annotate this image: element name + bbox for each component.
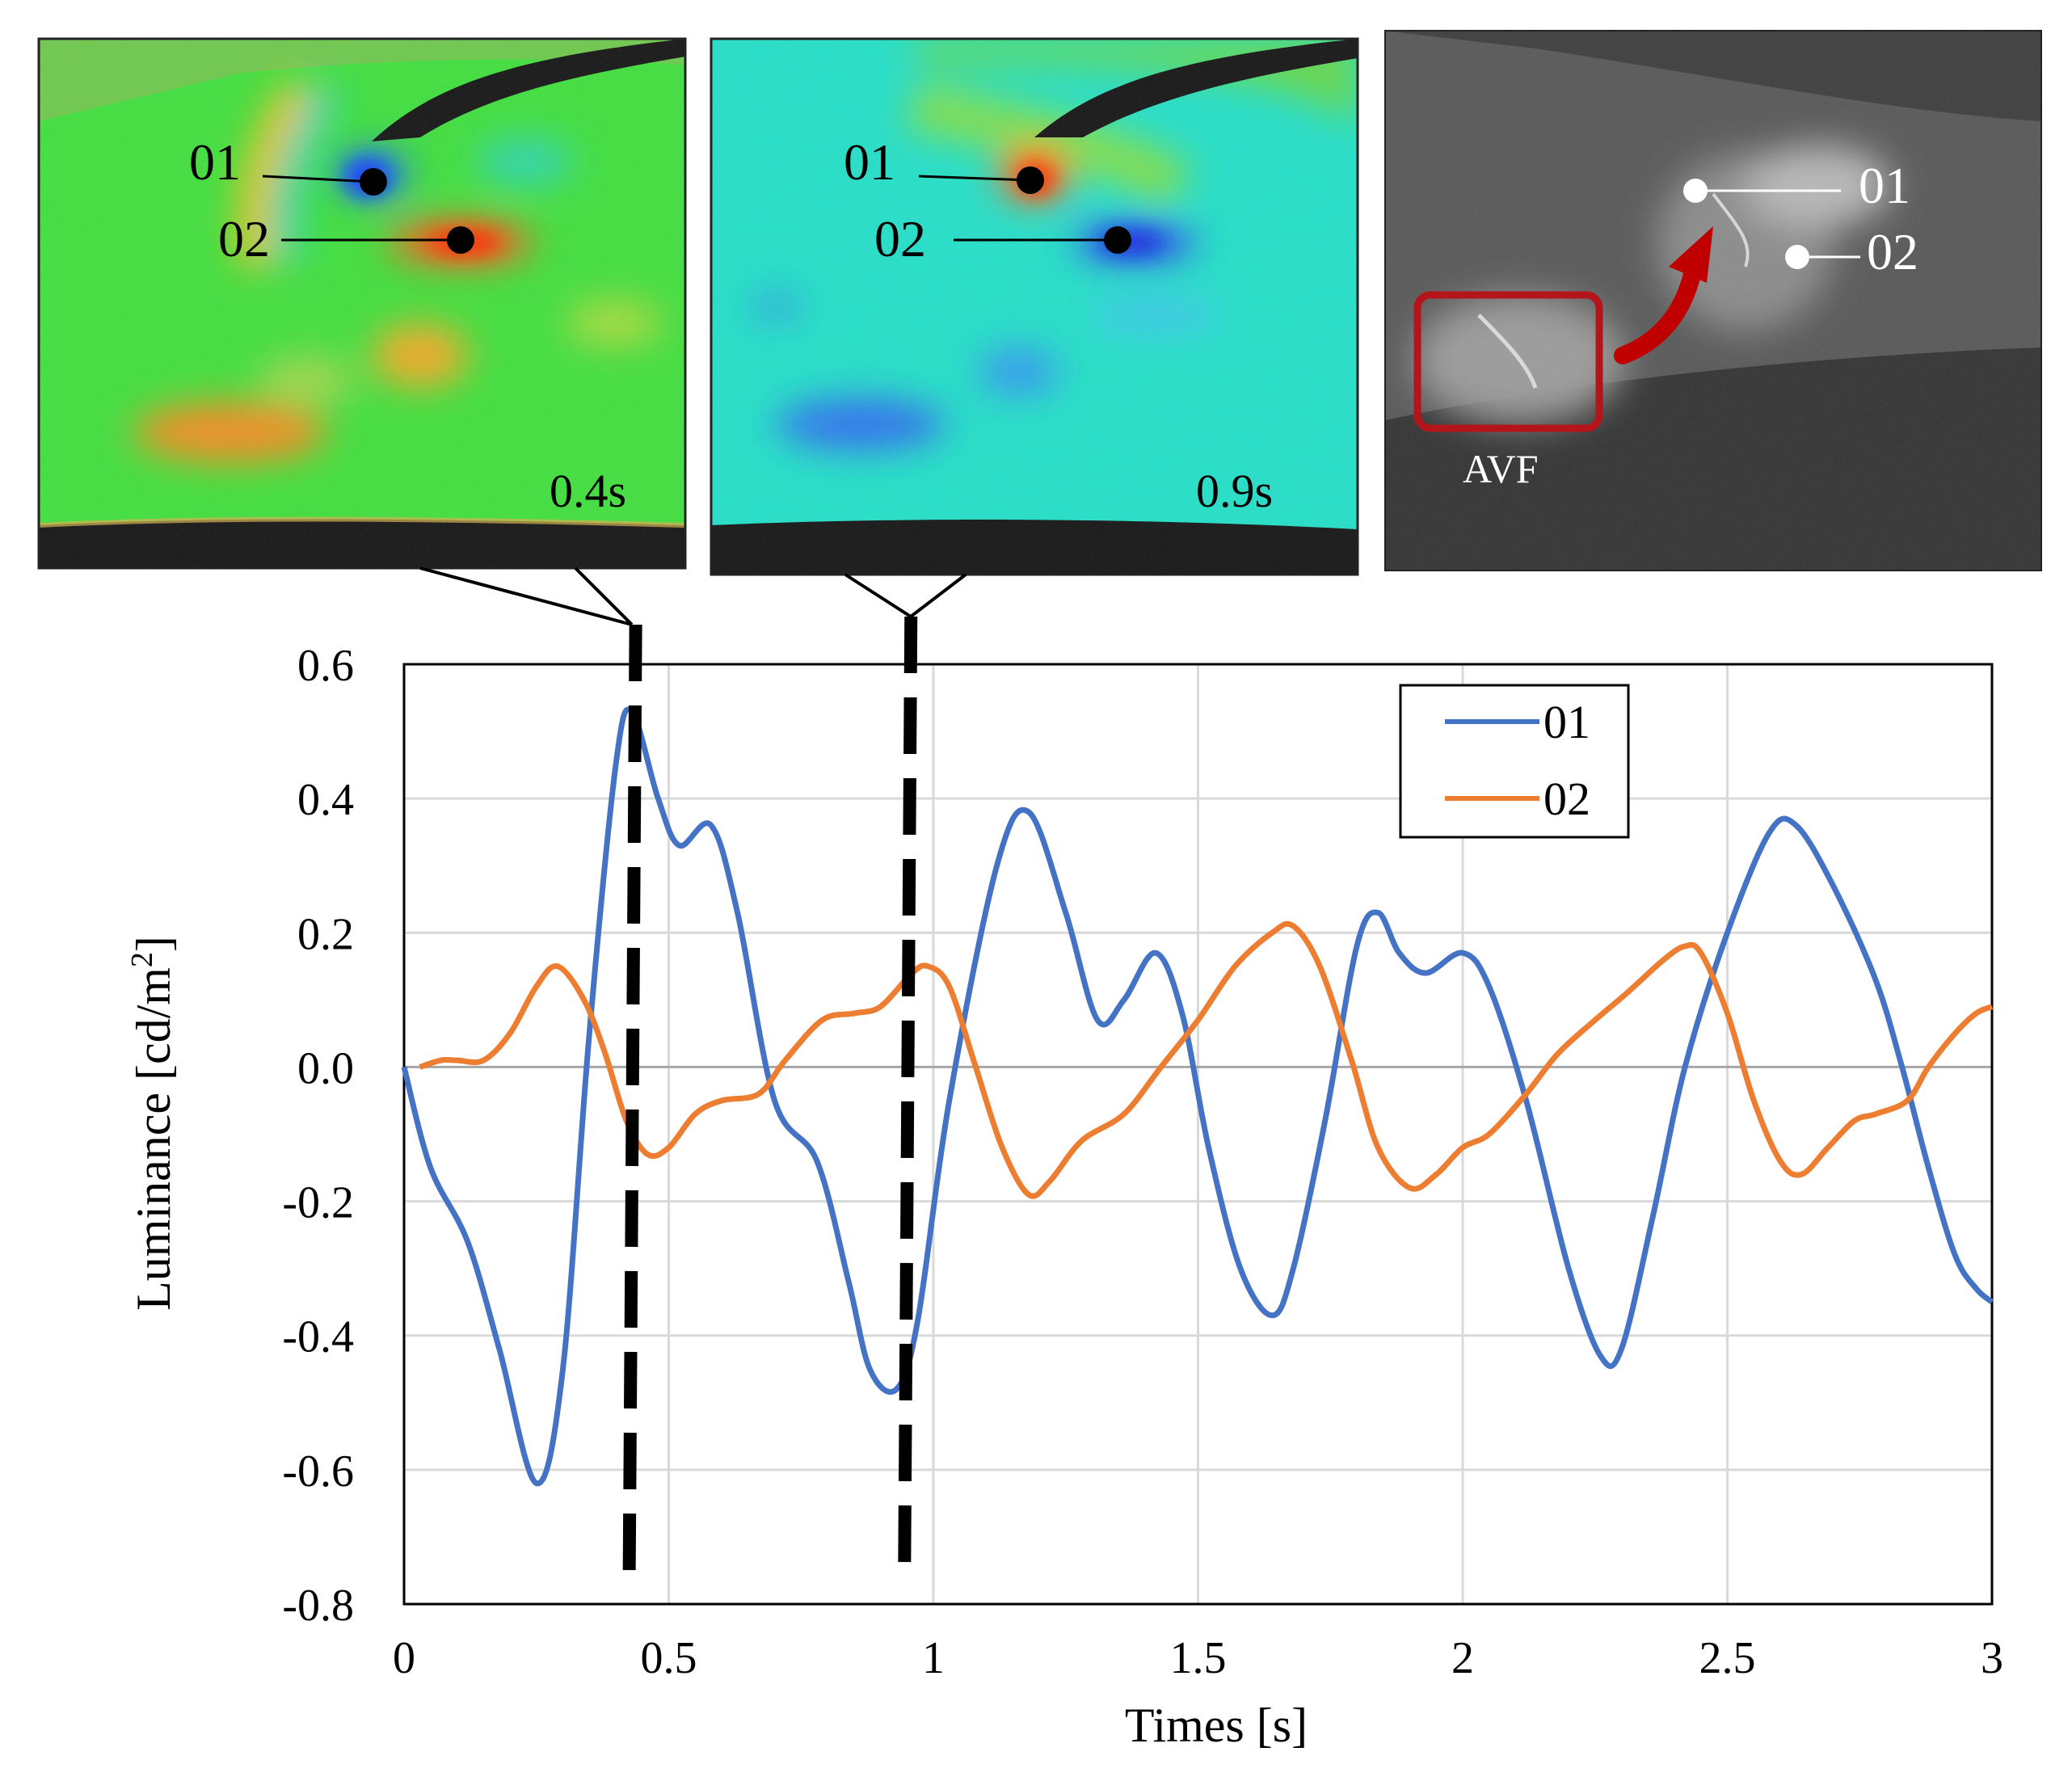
grayscale-image — [1385, 31, 2041, 571]
mid-label-01: 01 — [844, 133, 895, 191]
luminance-map-0.4s — [39, 39, 685, 568]
right-point-01-marker — [1683, 179, 1841, 203]
callout-left — [419, 566, 634, 626]
left-point-02-marker — [281, 226, 474, 254]
right-point-02-marker — [1785, 245, 1860, 269]
callout-middle — [844, 573, 967, 618]
luminance-chart: 0.6 0.4 0.2 0.0 -0.2 -0.4 -0.6 -0.8 0 0.5 1 1.5 2 2.… — [125, 616, 2003, 1752]
x-tick-label: 2 — [1451, 1633, 1474, 1683]
mid-label-02: 02 — [874, 210, 926, 267]
mid-time-label: 0.9s — [1196, 465, 1273, 517]
x-tick-label: 0.5 — [641, 1633, 697, 1683]
left-time-label: 0.4s — [550, 465, 626, 517]
y-tick-labels: 0.6 0.4 0.2 0.0 -0.2 -0.4 -0.6 -0.8 — [282, 641, 354, 1631]
x-tick-label: 3 — [1981, 1633, 2003, 1683]
legend: 01 02 — [1399, 684, 1630, 839]
left-label-02: 02 — [218, 210, 270, 267]
y-tick-label: -0.8 — [282, 1581, 354, 1631]
right-label-02: 02 — [1867, 223, 1918, 280]
x-tick-label: 2.5 — [1699, 1633, 1756, 1683]
series-layer — [401, 706, 1994, 1487]
x-tick-label: 1 — [922, 1633, 945, 1683]
flow-arrow-icon — [1614, 226, 1713, 364]
left-point-01-marker — [262, 168, 387, 196]
mid-point-02-marker — [954, 226, 1131, 254]
mid-point-01-marker — [918, 166, 1044, 194]
y-tick-label: -0.6 — [282, 1446, 354, 1497]
plot-frame — [402, 663, 1994, 1606]
luminance-map-0.9s — [711, 39, 1358, 575]
y-tick-label: -0.2 — [282, 1178, 354, 1228]
y-tick-label: 0.0 — [297, 1043, 354, 1093]
legend-label-01: 01 — [1543, 696, 1590, 748]
y-tick-label: 0.4 — [297, 775, 354, 825]
series-line-01 — [401, 706, 1994, 1487]
left-label-01: 01 — [189, 133, 241, 191]
x-tick-label: 1.5 — [1170, 1633, 1227, 1683]
x-axis-label: Times [s] — [1125, 1699, 1308, 1752]
legend-label-02: 02 — [1543, 773, 1590, 825]
x-tick-labels: 0 0.5 1 1.5 2 2.5 3 — [393, 1633, 2003, 1683]
y-tick-label: 0.6 — [297, 641, 354, 691]
y-axis-label: Luminance [cd/m2] — [125, 936, 180, 1311]
y-tick-label: 0.2 — [297, 909, 354, 959]
y-tick-label: -0.4 — [282, 1312, 354, 1362]
avf-label: AVF — [1463, 446, 1539, 491]
x-tick-label: 0 — [393, 1633, 415, 1683]
right-label-01: 01 — [1859, 157, 1910, 214]
series-line-02 — [419, 920, 1994, 1199]
avf-region-box — [1413, 291, 1603, 432]
